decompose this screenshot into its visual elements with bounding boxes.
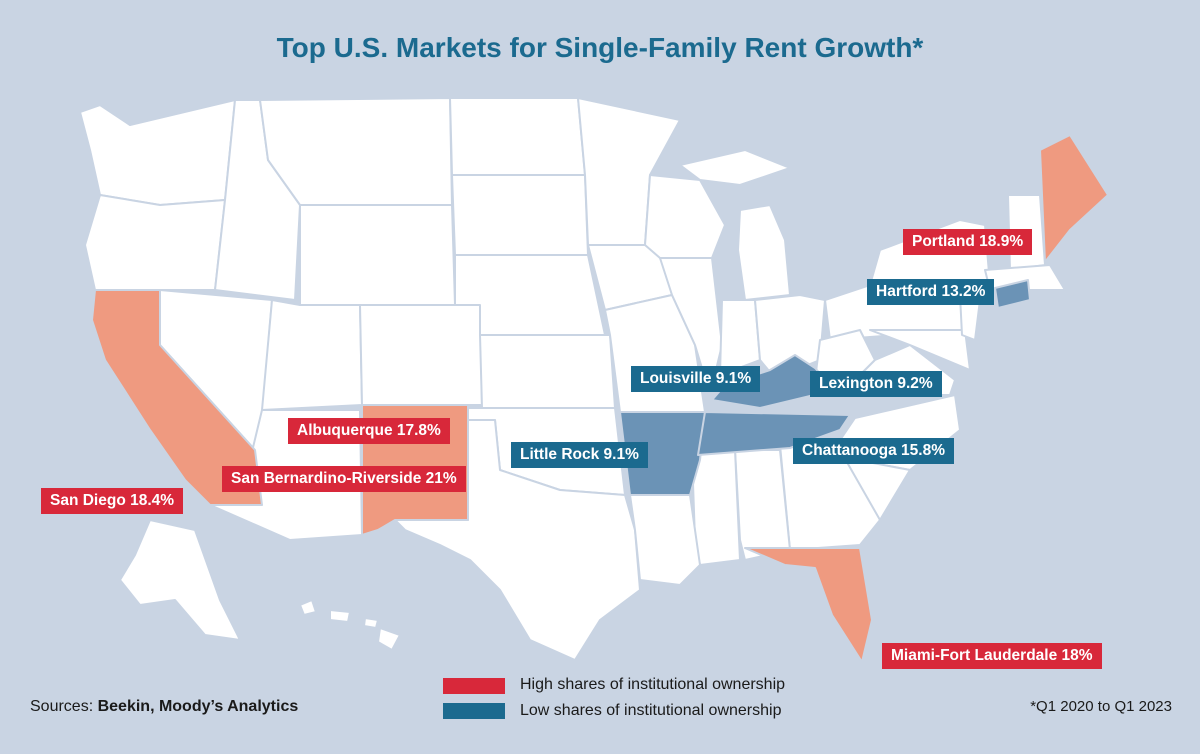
state-texas xyxy=(394,419,641,661)
state-utah xyxy=(261,299,363,411)
footnote: *Q1 2020 to Q1 2023 xyxy=(1030,698,1172,715)
state-maine xyxy=(1039,134,1109,263)
market-label-san-bernardino-riverside: San Bernardino-Riverside 21% xyxy=(222,466,466,492)
state-kansas xyxy=(479,334,616,409)
state-hawaii-4 xyxy=(377,627,401,651)
state-connecticut xyxy=(994,279,1031,309)
page-title: Top U.S. Markets for Single-Family Rent … xyxy=(276,32,924,63)
state-maryland-de xyxy=(869,329,971,371)
sources-note: Sources: Beekin, Moody’s Analytics xyxy=(30,698,298,716)
state-california xyxy=(91,289,263,506)
market-label-little-rock: Little Rock 9.1% xyxy=(511,442,648,468)
state-michigan xyxy=(737,204,791,301)
state-washington xyxy=(79,99,236,206)
market-label-lexington: Lexington 9.2% xyxy=(810,371,942,397)
state-colorado xyxy=(359,304,483,406)
market-label-albuquerque: Albuquerque 17.8% xyxy=(288,418,450,444)
market-label-san-diego: San Diego 18.4% xyxy=(41,488,184,514)
market-label-louisville: Louisville 9.1% xyxy=(631,366,761,392)
market-label-chattanooga: Chattanooga 15.8% xyxy=(793,438,954,464)
legend-label-high: High shares of institutional ownership xyxy=(520,676,786,693)
state-florida xyxy=(744,547,873,663)
state-alaska xyxy=(119,519,241,641)
state-indiana xyxy=(719,299,761,376)
state-michigan-up xyxy=(679,149,791,186)
state-montana xyxy=(259,97,453,206)
sources-prefix: Sources: xyxy=(30,698,98,715)
state-arkansas xyxy=(619,411,706,496)
state-south-dakota xyxy=(451,174,589,256)
state-north-dakota xyxy=(449,97,586,176)
state-louisiana xyxy=(629,494,701,586)
market-label-portland: Portland 18.9% xyxy=(903,229,1033,255)
state-hawaii-1 xyxy=(299,599,317,616)
sources-names: Beekin, Moody’s Analytics xyxy=(97,698,299,715)
state-mississippi xyxy=(691,449,741,566)
state-hawaii-3 xyxy=(363,617,379,629)
market-label-hartford: Hartford 13.2% xyxy=(867,279,995,305)
state-wyoming xyxy=(299,204,456,306)
legend-swatch-high xyxy=(443,678,505,694)
legend-label-low: Low shares of institutional ownership xyxy=(520,702,782,719)
state-illinois xyxy=(659,257,723,396)
state-alabama xyxy=(734,449,791,561)
state-hawaii-2 xyxy=(329,609,351,623)
legend-swatch-low xyxy=(443,703,505,719)
state-oregon xyxy=(84,194,226,291)
state-wisconsin xyxy=(644,174,726,259)
market-label-miami-fort-lauderdale: Miami-Fort Lauderdale 18% xyxy=(882,643,1102,669)
